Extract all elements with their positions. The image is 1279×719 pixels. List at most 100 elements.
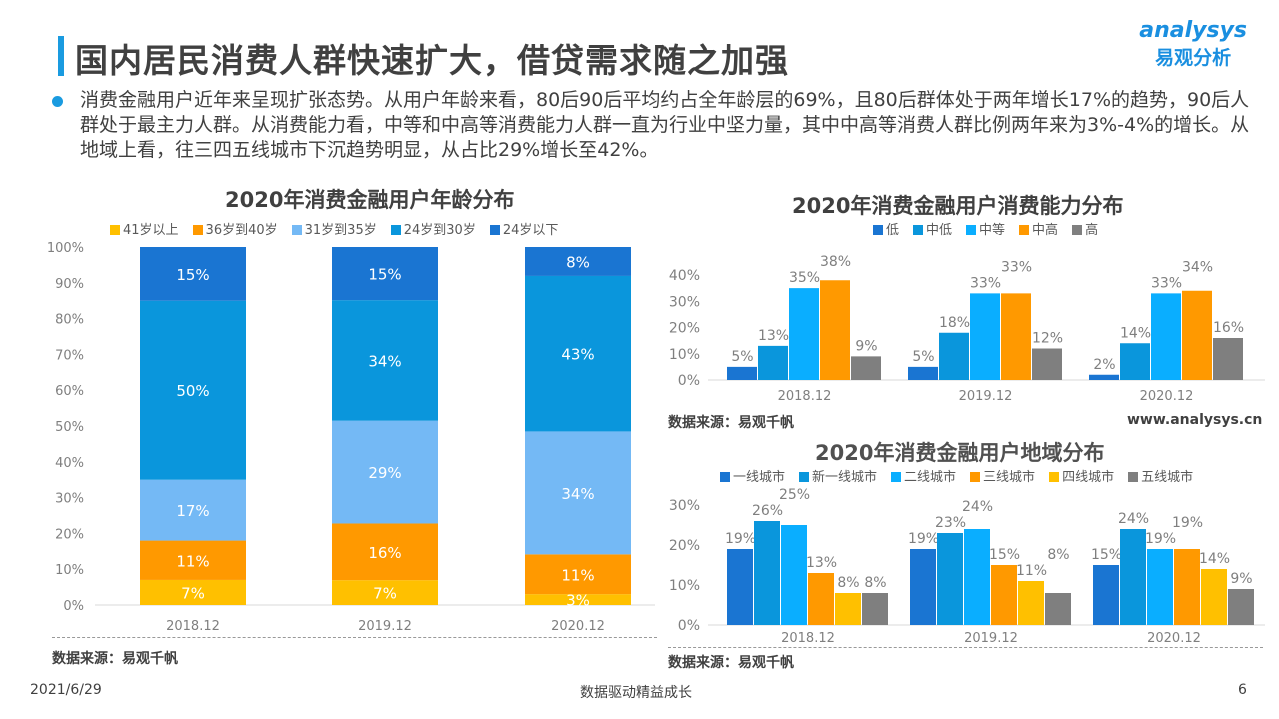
- bar: [964, 529, 990, 625]
- divider: [668, 647, 1263, 648]
- bar-segment: [332, 300, 438, 421]
- page-title: 国内居民消费人群快速扩大，借贷需求随之加强: [75, 41, 789, 80]
- data-label: 19%: [1172, 515, 1203, 531]
- data-label: 11%: [561, 566, 594, 584]
- legend-label: 一线城市: [733, 470, 786, 485]
- bar: [1032, 348, 1062, 380]
- logo: analysys 易观分析: [1139, 18, 1247, 70]
- legend-item: 新一线城市: [799, 466, 877, 485]
- bar: [1213, 338, 1243, 380]
- legend-label: 低: [886, 223, 900, 238]
- bar-segment: [332, 580, 438, 605]
- bar: [781, 525, 807, 625]
- y-tick-label: 0%: [63, 599, 84, 614]
- legend-label: 五线城市: [1141, 470, 1194, 485]
- data-label: 33%: [1001, 259, 1032, 275]
- y-tick-label: 10%: [55, 563, 84, 578]
- data-label: 25%: [779, 487, 810, 503]
- bar: [970, 293, 1000, 380]
- bullet-icon: [52, 96, 63, 107]
- data-label: 29%: [368, 464, 401, 482]
- bar: [939, 332, 969, 380]
- x-tick-label: 2018.12: [781, 631, 835, 646]
- legend-item: 41岁以上: [110, 219, 179, 238]
- bar: [1182, 290, 1212, 380]
- y-tick-label: 70%: [55, 348, 84, 363]
- y-tick-label: 90%: [55, 277, 84, 292]
- y-tick-label: 30%: [669, 498, 700, 514]
- footer-date: 2021/6/29: [30, 682, 102, 698]
- bar-segment: [140, 579, 246, 605]
- bar: [1120, 529, 1146, 625]
- data-label: 26%: [752, 503, 783, 519]
- bar: [1120, 343, 1150, 380]
- legend-label: 四线城市: [1062, 470, 1115, 485]
- x-tick-label: 2019.12: [964, 631, 1018, 646]
- bar: [991, 565, 1017, 625]
- chart-age-title: 2020年消费金融用户年龄分布: [225, 188, 515, 212]
- bar: [727, 366, 757, 380]
- bar: [1151, 293, 1181, 380]
- data-label: 8%: [566, 253, 590, 271]
- bar-segment: [525, 594, 631, 605]
- bar: [1174, 549, 1200, 625]
- bar-segment: [140, 300, 246, 480]
- y-tick-label: 10%: [669, 578, 700, 594]
- bar: [908, 366, 938, 380]
- data-label: 7%: [373, 585, 397, 603]
- legend-item: 三线城市: [970, 466, 1035, 485]
- legend-label: 中高: [1032, 223, 1059, 238]
- data-label: 34%: [561, 485, 594, 503]
- y-tick-label: 20%: [669, 538, 700, 554]
- legend-swatch: [873, 225, 883, 235]
- y-tick-label: 80%: [55, 313, 84, 328]
- bar: [727, 549, 753, 625]
- bar: [862, 593, 888, 625]
- bar: [851, 356, 881, 380]
- bar-segment: [525, 247, 631, 276]
- data-label: 13%: [806, 555, 837, 571]
- data-label: 13%: [758, 328, 789, 344]
- chart-ability-title: 2020年消费金融用户消费能力分布: [792, 194, 1124, 218]
- x-tick-label: 2019.12: [358, 619, 412, 634]
- legend-item: 中高: [1019, 219, 1058, 238]
- bar-segment: [332, 420, 438, 524]
- y-tick-label: 40%: [669, 268, 700, 284]
- legend-swatch: [966, 225, 977, 235]
- legend-label: 中等: [979, 223, 1006, 238]
- data-label: 17%: [176, 502, 209, 520]
- data-label: 2%: [1093, 357, 1115, 373]
- data-label: 9%: [855, 338, 877, 354]
- legend-label: 24岁到30岁: [403, 223, 476, 238]
- chart-region-plot: 0%10%20%30%19%26%25%13%8% 8%2018.1219%23%…: [669, 487, 1265, 646]
- data-label: 19%: [908, 531, 939, 547]
- data-label: 15%: [989, 547, 1020, 563]
- website[interactable]: www.analysys.cn: [1127, 412, 1263, 428]
- bar: [1089, 374, 1119, 380]
- bar: [754, 521, 780, 625]
- legend-swatch: [1128, 472, 1139, 482]
- bar: [1228, 589, 1254, 625]
- data-label: 14%: [1120, 325, 1151, 341]
- data-label: 19%: [725, 531, 756, 547]
- data-label: 33%: [970, 275, 1001, 291]
- data-label: 38%: [820, 254, 851, 270]
- y-tick-label: 100%: [47, 241, 84, 256]
- y-tick-label: 20%: [669, 321, 700, 337]
- legend-label: 二线城市: [904, 470, 957, 485]
- legend-swatch: [192, 225, 203, 235]
- data-label: 19%: [1145, 531, 1176, 547]
- y-tick-label: 40%: [55, 456, 84, 471]
- chart-region-title: 2020年消费金融用户地域分布: [815, 441, 1105, 465]
- y-tick-label: 30%: [55, 492, 84, 507]
- bar: [1093, 565, 1119, 625]
- legend-item: 一线城市: [720, 466, 785, 485]
- legend-item: 24岁以下: [489, 219, 559, 238]
- legend-label: 24岁以下: [502, 223, 559, 238]
- legend-swatch: [1072, 225, 1083, 235]
- chart-ability-plot: 0% 10% 20% 30% 40% 5% 13% 35%38% 9% 2018.12 5% 18% 3…: [669, 254, 1265, 404]
- data-label: 24%: [1118, 511, 1149, 527]
- legend-label: 高: [1085, 223, 1099, 238]
- data-label: 18%: [939, 315, 970, 331]
- data-label: 11%: [1016, 563, 1047, 579]
